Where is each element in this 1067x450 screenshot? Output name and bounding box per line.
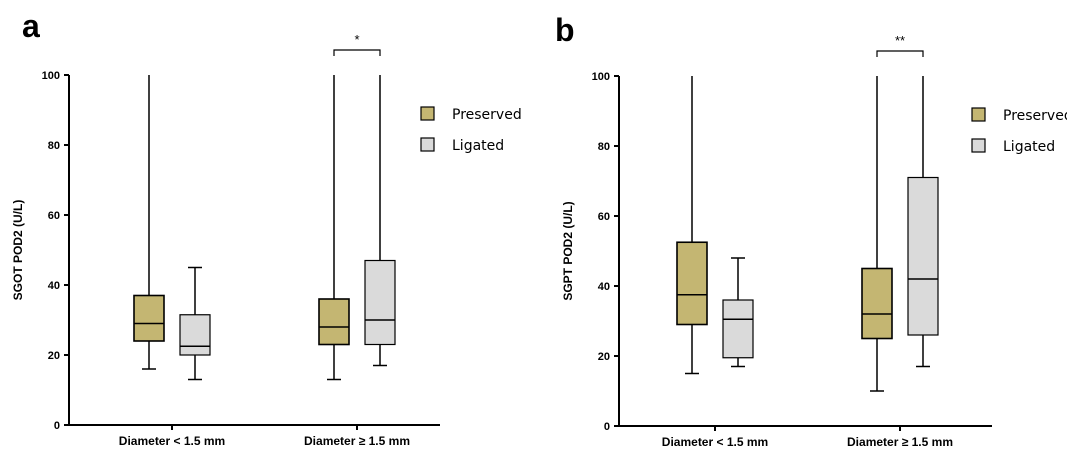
y-axis-label: SGPT POD2 (U/L) xyxy=(561,201,575,300)
box-plot-preserved-1 xyxy=(318,75,350,381)
x-category-label: Diameter < 1.5 mm xyxy=(119,434,225,448)
y-tick-label: 80 xyxy=(48,140,60,152)
y-axis-label: SGOT POD2 (U/L) xyxy=(11,200,25,301)
box-plot-ligated-0 xyxy=(722,257,754,368)
legend-label-preserved: Preserved xyxy=(452,107,522,123)
box-iqr xyxy=(179,314,211,356)
y-tick-label: 20 xyxy=(48,350,60,362)
y-tick-label: 40 xyxy=(48,280,60,292)
significance-bracket xyxy=(876,50,924,57)
box-plot-ligated-1 xyxy=(364,75,396,367)
chart-panel-b: b 0 20 40 60 80 100 SGPT POD2 (U/L) Diameter < 1… xyxy=(555,12,1067,449)
box-plot-ligated-0 xyxy=(179,266,211,381)
significance-label: * xyxy=(354,32,359,47)
significance-label: ** xyxy=(895,33,905,48)
legend-label-preserved: Preserved xyxy=(1003,108,1067,124)
y-tick-label: 60 xyxy=(598,211,610,223)
y-tick-label: 80 xyxy=(598,141,610,153)
box-iqr xyxy=(364,259,396,346)
box-iqr xyxy=(318,298,350,346)
panel-letter: b xyxy=(555,12,575,48)
box-iqr xyxy=(861,267,893,340)
y-tick-label: 100 xyxy=(592,71,610,83)
y-tick-label: 20 xyxy=(598,351,610,363)
panel-letter: a xyxy=(22,8,40,44)
significance-bracket xyxy=(333,49,381,56)
x-category-label: Diameter ≥ 1.5 mm xyxy=(847,435,953,449)
legend-label-ligated: Ligated xyxy=(1003,139,1055,155)
box-iqr xyxy=(676,241,708,326)
y-tick-label: 60 xyxy=(48,210,60,222)
y-tick-label: 0 xyxy=(54,420,60,432)
y-tick-label: 0 xyxy=(604,421,610,433)
box-plot-ligated-1 xyxy=(907,76,939,368)
box-plot-preserved-0 xyxy=(133,75,165,370)
legend-label-ligated: Ligated xyxy=(452,138,504,154)
legend-swatch-ligated xyxy=(420,137,435,152)
x-category-label: Diameter < 1.5 mm xyxy=(662,435,768,449)
box-iqr xyxy=(907,176,939,336)
box-iqr xyxy=(722,299,754,359)
box-iqr xyxy=(133,294,165,342)
legend-swatch-ligated xyxy=(971,138,986,153)
y-tick-label: 100 xyxy=(42,70,60,82)
box-plot-preserved-0 xyxy=(676,76,708,375)
y-tick-label: 40 xyxy=(598,281,610,293)
box-plot-preserved-1 xyxy=(861,76,893,392)
legend-swatch-preserved xyxy=(971,107,986,122)
chart-panel-a: a 0 20 40 60 80 100 SGOT POD2 (U/L) Diameter < 1… xyxy=(11,8,522,448)
legend-swatch-preserved xyxy=(420,106,435,121)
x-category-label: Diameter ≥ 1.5 mm xyxy=(304,434,410,448)
